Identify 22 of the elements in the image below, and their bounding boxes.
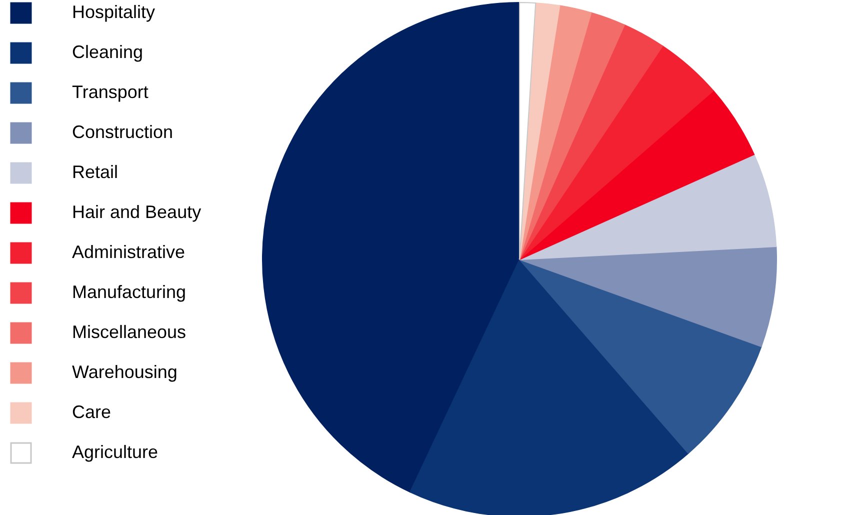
pie-slice xyxy=(519,2,560,260)
pie-slice xyxy=(519,154,777,260)
pie-slice xyxy=(519,259,762,454)
pie-slice xyxy=(519,246,777,348)
legend-label: Care xyxy=(72,402,112,422)
legend-label: Transport xyxy=(72,82,148,102)
legend-label: Hospitality xyxy=(72,2,156,22)
pie-slice xyxy=(519,24,664,260)
pie-slice xyxy=(519,90,755,260)
legend-label: Construction xyxy=(72,122,174,142)
legend-label: Manufacturing xyxy=(72,282,186,302)
legend-label: Hair and Beauty xyxy=(72,202,202,222)
legend-label: Agriculture xyxy=(72,442,158,462)
pie-slice xyxy=(519,46,714,260)
legend-label: Cleaning xyxy=(72,42,144,62)
pie-slice xyxy=(519,12,626,260)
legend-label: Warehousing xyxy=(72,362,178,382)
legend-label: Miscellaneous xyxy=(72,322,186,342)
pie-slice xyxy=(519,5,592,260)
legend-label: Retail xyxy=(72,162,118,182)
pie-slice xyxy=(410,259,689,515)
legend-label: Administrative xyxy=(72,242,186,262)
